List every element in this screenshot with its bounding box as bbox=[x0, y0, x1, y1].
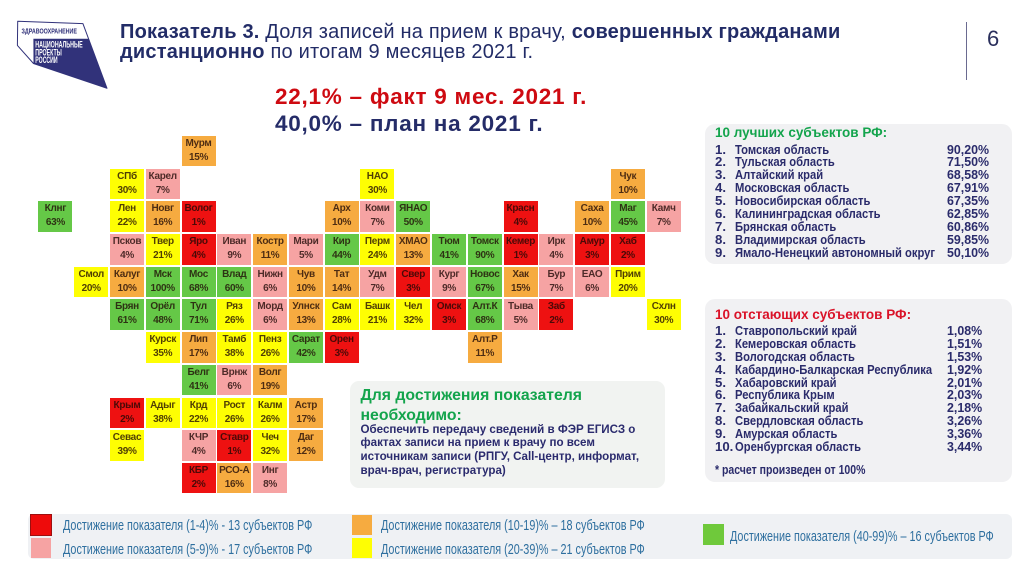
svg-text:ЗДРАВООХРАНЕНИЕ: ЗДРАВООХРАНЕНИЕ bbox=[22, 29, 78, 36]
svg-text:НАЦИОНАЛЬНЫЕ: НАЦИОНАЛЬНЫЕ bbox=[35, 39, 82, 49]
svg-text:ПРОЕКТЫ: ПРОЕКТЫ bbox=[35, 48, 62, 58]
svg-text:РОССИИ: РОССИИ bbox=[35, 55, 57, 65]
